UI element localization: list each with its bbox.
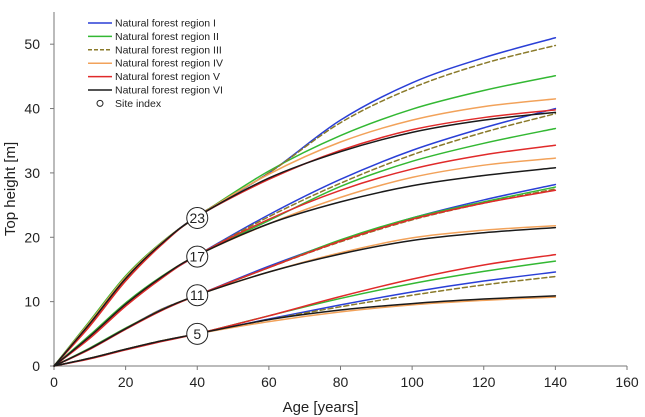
x-axis-title: Age [years]	[283, 399, 359, 416]
x-tick-label: 40	[189, 374, 205, 390]
legend-marker-icon	[96, 99, 104, 107]
site-index-label: 17	[189, 249, 205, 265]
y-tick-label: 10	[24, 294, 40, 310]
y-tick-label: 40	[24, 101, 40, 117]
site-index-markers: 5 11 17 23	[186, 206, 209, 345]
series-line-si-11	[53, 224, 557, 367]
y-tick-label: 0	[32, 358, 40, 374]
curves	[53, 37, 557, 367]
x-tick-label: 20	[118, 374, 134, 390]
axes: 0 20 40 60 80 100 120 140 160 0 10 20 30 40 50	[24, 12, 639, 390]
y-tick-label: 50	[24, 36, 40, 52]
series-line-si-17	[53, 127, 557, 367]
legend-label: Natural forest region VI	[115, 85, 223, 97]
site-index-label: 11	[190, 287, 205, 303]
site-index-marker	[186, 206, 209, 229]
legend-label: Natural forest region III	[115, 44, 222, 56]
legend-label: Natural forest region IV	[115, 58, 223, 70]
series-2	[53, 74, 557, 367]
site-index-marker	[186, 245, 209, 268]
legend-label: Natural forest region II	[115, 31, 219, 43]
legend-label: Natural forest region I	[115, 18, 216, 30]
x-tick-label: 160	[615, 374, 639, 390]
y-tick-label: 30	[24, 165, 40, 181]
series-line-si-11	[53, 226, 557, 367]
y-axis-title: Top height [m]	[2, 142, 19, 236]
site-index-marker	[186, 322, 209, 345]
x-tick-label: 80	[333, 374, 349, 390]
legend-label: Natural forest region V	[115, 71, 220, 83]
x-tick-label: 140	[544, 374, 568, 390]
x-tick-label: 100	[400, 374, 424, 390]
series-line-si-23	[53, 74, 557, 367]
x-tick-label: 120	[472, 374, 496, 390]
series-line-si-23	[53, 111, 557, 367]
series-line-si-17	[53, 167, 557, 367]
x-tick-label: 0	[50, 374, 58, 390]
site-index-marker	[186, 284, 209, 307]
series-6	[53, 111, 557, 367]
y-tick-label: 20	[24, 229, 40, 245]
series-line-si-17	[53, 144, 557, 367]
series-line-si-23	[53, 109, 557, 367]
series-line-si-5	[53, 295, 557, 367]
legend-label: Site index	[115, 98, 162, 110]
site-index-label: 23	[189, 210, 205, 226]
x-tick-label: 60	[261, 374, 277, 390]
site-index-label: 5	[193, 326, 201, 342]
series-line-si-5	[53, 275, 557, 367]
series-line-si-23	[53, 98, 557, 367]
